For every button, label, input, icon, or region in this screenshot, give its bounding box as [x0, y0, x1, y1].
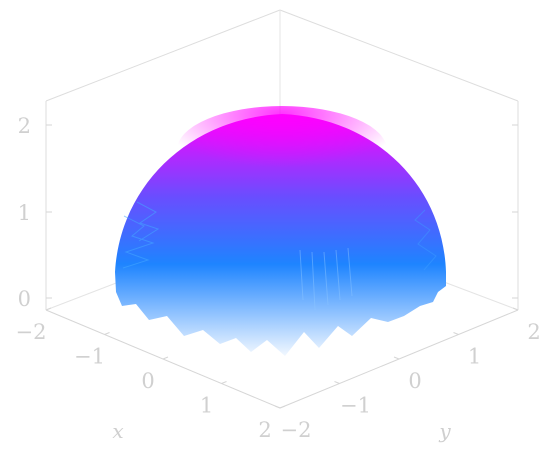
tick-mark	[45, 307, 52, 311]
hemisphere-surface	[115, 106, 446, 356]
tick-mark	[393, 356, 400, 360]
x-axis-label: x	[112, 419, 123, 443]
y-tick-label: 2	[527, 320, 540, 344]
y-tick-label: −2	[281, 418, 312, 442]
surface-streaks	[299, 247, 353, 311]
x-tick-label: −1	[74, 345, 105, 369]
tick-mark	[221, 381, 227, 384]
x-tick-label: −2	[16, 320, 47, 344]
tick-mark	[512, 307, 519, 311]
y-tick-label: −1	[340, 394, 371, 418]
x-tick-label: 2	[258, 418, 271, 442]
mesh-texture	[122, 201, 160, 269]
y-tick-label: 0	[408, 369, 421, 393]
tick-mark	[453, 332, 459, 335]
tick-mark	[279, 405, 286, 409]
y-tick-label: 1	[468, 345, 481, 369]
y-axis-label: y	[438, 419, 451, 443]
z-tick-label: 0	[18, 287, 31, 311]
mesh-texture-right	[414, 209, 437, 271]
box-edge	[279, 9, 519, 102]
tick-mark	[334, 381, 340, 384]
tick-mark	[274, 405, 281, 409]
tick-mark	[162, 356, 169, 360]
x-tick-label: 0	[141, 369, 154, 393]
tick-labels: −2 −1 0 1 2 −2 −1 0 1 2 0 1 2	[16, 114, 541, 442]
z-tick-label: 1	[18, 201, 31, 225]
box-edge	[45, 9, 281, 102]
hemisphere-cap	[177, 106, 387, 194]
tick-mark	[104, 332, 110, 335]
z-tick-label: 2	[18, 114, 31, 138]
x-tick-label: 1	[200, 394, 213, 418]
